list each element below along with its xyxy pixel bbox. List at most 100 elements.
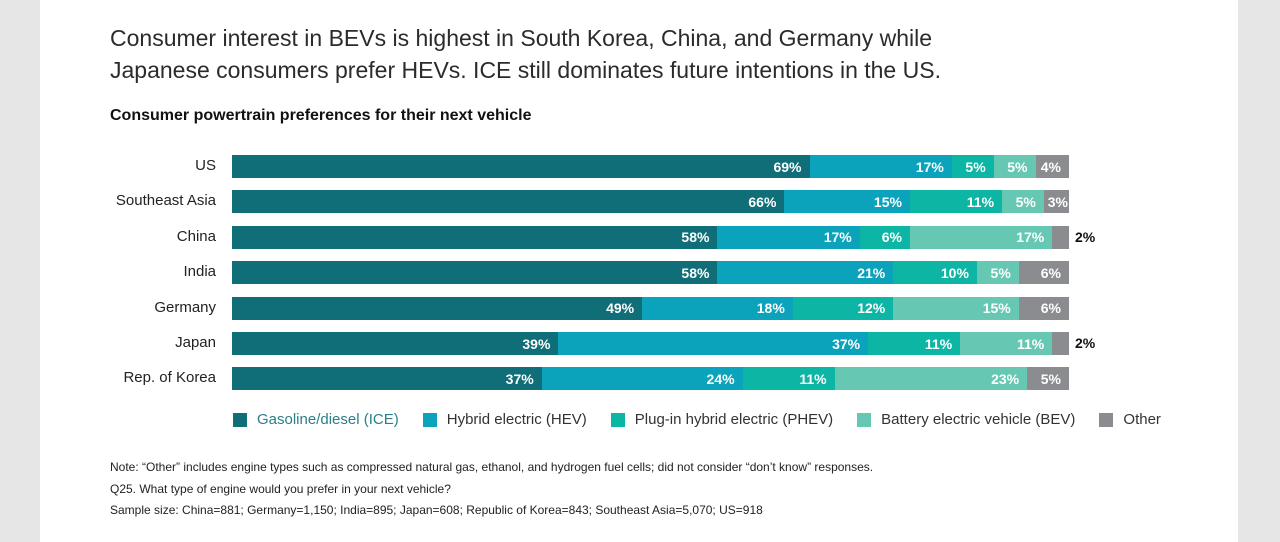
bar-segment-hybrid-electric-hev: 21% <box>717 261 894 285</box>
bar-segment-gasoline-diesel-ice: 39% <box>232 332 559 355</box>
sample-size-text: Sample size: China=881; Germany=1,150; I… <box>110 503 763 517</box>
bar-segment-battery-electric-vehicle-bev: 5% <box>1002 190 1044 214</box>
data-label: 11% <box>966 193 995 210</box>
bar-row-germany: 49% 18% 12% 15% 6% <box>232 296 1069 320</box>
data-label: 5% <box>1007 158 1028 175</box>
bar-segment-other <box>1052 225 1069 249</box>
bar-segment-hybrid-electric-hev: 17% <box>809 155 952 178</box>
legend-swatch <box>610 412 625 427</box>
data-label-outside: 2% <box>1075 335 1096 351</box>
data-label-outside: 2% <box>1075 228 1096 245</box>
bar-segment-gasoline-diesel-ice: 49% <box>232 296 643 320</box>
bar-segment-gasoline-diesel-ice: 37% <box>232 367 542 391</box>
legend-label: Hybrid electric (HEV) <box>446 411 587 428</box>
data-label: 37% <box>505 370 534 387</box>
bar-segment-gasoline-diesel-ice: 58% <box>232 225 718 249</box>
data-label: 17% <box>915 158 944 175</box>
bar-segment-other: 3% <box>1043 190 1069 214</box>
bar-segment-battery-electric-vehicle-bev: 17% <box>909 225 1053 249</box>
bar-segment-other: 6% <box>1018 296 1069 320</box>
bar-segment-gasoline-diesel-ice: 66% <box>232 190 785 214</box>
bar-segment-hybrid-electric-hev: 24% <box>541 367 743 391</box>
legend-swatch <box>422 412 437 427</box>
data-label: 23% <box>991 370 1020 387</box>
data-label: 18% <box>756 300 785 317</box>
row-label-germany: Germany <box>154 298 216 316</box>
legend-label: Plug-in hybrid electric (PHEV) <box>634 411 834 428</box>
legend-item-hybrid-electric-hev: Hybrid electric (HEV) <box>422 411 587 428</box>
data-label: 24% <box>706 370 735 387</box>
bar-segment-hybrid-electric-hev: 18% <box>642 296 793 320</box>
bar-segment-other: 5% <box>1027 367 1069 391</box>
bar-segment-plug-in-hybrid-electric-phev: 6% <box>859 225 910 249</box>
data-label: 12% <box>857 300 886 317</box>
data-label: 6% <box>1040 300 1061 317</box>
data-label: 10% <box>940 264 969 281</box>
data-label: 66% <box>748 193 777 210</box>
data-label: 58% <box>681 264 710 281</box>
data-label: 3% <box>1047 193 1068 210</box>
bar-segment-other: 4% <box>1035 155 1069 178</box>
legend-label: Other <box>1123 411 1161 428</box>
data-label: 69% <box>773 158 802 175</box>
chart-title: Consumer powertrain preferences for thei… <box>110 107 532 124</box>
bar-row-us: 69% 17% 5% 5% 4% <box>232 155 1069 178</box>
bar-segment-gasoline-diesel-ice: 69% <box>232 155 810 178</box>
chart-notes: Note: “Other” includes engine types such… <box>110 457 873 522</box>
data-label: 58% <box>681 229 710 246</box>
bar-segment-other: 6% <box>1018 261 1069 285</box>
row-label-us: US <box>195 157 216 174</box>
data-label: 5% <box>990 264 1011 281</box>
bar-row-india: 58% 21% 10% 5% 6% <box>232 261 1069 285</box>
data-label: 5% <box>965 158 986 175</box>
bar-segment-hybrid-electric-hev: 37% <box>558 332 869 355</box>
data-label: 11% <box>1017 335 1045 352</box>
bar-row-southeast-asia: 66% 15% 11% 5% 3% <box>232 190 1069 214</box>
bar-segment-battery-electric-vehicle-bev: 23% <box>834 367 1028 391</box>
legend: Gasoline/diesel (ICE) Hybrid electric (HE… <box>233 411 1185 428</box>
bar-segment-battery-electric-vehicle-bev: 5% <box>993 155 1036 178</box>
bar-segment-plug-in-hybrid-electric-phev: 10% <box>893 261 977 285</box>
headline: Consumer interest in BEVs is highest in … <box>110 25 941 83</box>
bar-segment-battery-electric-vehicle-bev: 5% <box>976 261 1019 285</box>
bar-segment-plug-in-hybrid-electric-phev: 11% <box>868 332 961 355</box>
row-label-china: China <box>176 227 216 245</box>
bar-segment-hybrid-electric-hev: 17% <box>717 225 860 249</box>
data-label: 17% <box>823 229 852 246</box>
data-label: 15% <box>873 193 902 210</box>
data-label: 49% <box>606 300 635 317</box>
data-label: 37% <box>832 335 861 352</box>
legend-swatch <box>1099 412 1114 427</box>
row-label-southeast-asia: Southeast Asia <box>115 192 216 210</box>
data-label: 5% <box>1040 370 1061 387</box>
data-label: 5% <box>1015 193 1036 210</box>
legend-swatch <box>857 412 872 427</box>
bar-segment-battery-electric-vehicle-bev: 11% <box>960 332 1053 355</box>
bar-segment-battery-electric-vehicle-bev: 15% <box>893 296 1019 320</box>
data-label: 11% <box>924 335 953 352</box>
bar-segment-hybrid-electric-hev: 15% <box>784 190 910 214</box>
data-label: 15% <box>982 300 1011 317</box>
row-label-india: India <box>183 263 216 281</box>
bar-segment-plug-in-hybrid-electric-phev: 11% <box>909 190 1003 214</box>
bar-row-china: 58% 17% 6% 17% <box>232 225 1069 249</box>
legend-label: Battery electric vehicle (BEV) <box>881 411 1076 428</box>
data-label: 21% <box>857 264 886 281</box>
data-label: 6% <box>1040 264 1061 281</box>
bar-row-japan: 39% 37% 11% 11% <box>232 332 1069 355</box>
bar-segment-gasoline-diesel-ice: 58% <box>232 261 718 285</box>
bar-segment-plug-in-hybrid-electric-phev: 12% <box>792 296 894 320</box>
bar-segment-plug-in-hybrid-electric-phev: 5% <box>951 155 994 178</box>
legend-label: Gasoline/diesel (ICE) <box>257 411 399 428</box>
data-label: 39% <box>522 335 551 352</box>
data-label: 6% <box>881 229 902 246</box>
data-label: 17% <box>1016 229 1045 246</box>
legend-item-gasoline-diesel-ice: Gasoline/diesel (ICE) <box>233 411 399 428</box>
bar-row-rep-of-korea: 37% 24% 11% 23% 5% <box>232 367 1069 391</box>
data-label: 4% <box>1040 158 1061 175</box>
legend-item-other: Other <box>1099 411 1161 428</box>
legend-swatch <box>233 412 247 427</box>
bar-segment-other <box>1052 332 1069 355</box>
bar-segment-plug-in-hybrid-electric-phev: 11% <box>742 367 835 391</box>
legend-item-battery-electric-vehicle-bev: Battery electric vehicle (BEV) <box>857 411 1075 428</box>
